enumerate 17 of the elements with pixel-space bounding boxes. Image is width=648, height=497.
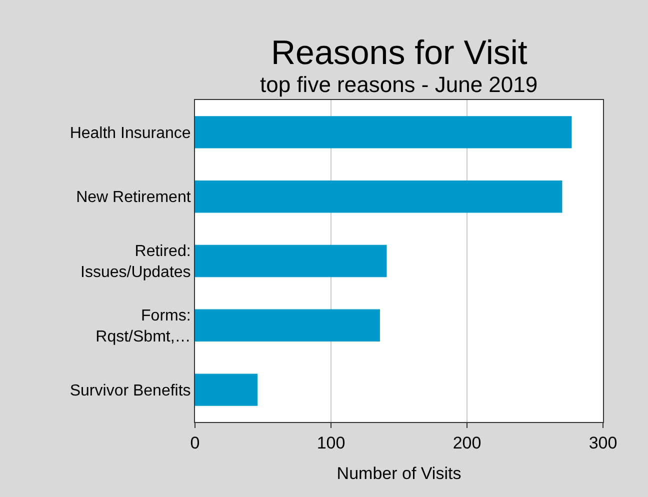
- bar: [195, 116, 572, 148]
- y-tick-label: Health Insurance: [70, 124, 191, 142]
- x-tick-label: 300: [588, 433, 618, 452]
- y-tick-label: Retired: Issues/Updates: [80, 243, 191, 281]
- x-axis-title: Number of Visits: [336, 464, 462, 483]
- x-tick-label: 100: [316, 433, 346, 452]
- chart-title: Reasons for Visit: [271, 34, 528, 72]
- chart-subtitle: top five reasons - June 2019: [260, 72, 538, 97]
- x-tick-label: 200: [452, 433, 482, 452]
- y-tick-label: Forms: Rqst/Sbmt,…: [96, 308, 191, 346]
- bar: [195, 180, 562, 213]
- bar: [195, 244, 387, 278]
- x-tick-label: 0: [190, 433, 200, 452]
- bar: [195, 309, 380, 342]
- y-tick-label: Survivor Benefits: [70, 382, 191, 400]
- y-tick-label: New Retirement: [76, 189, 192, 206]
- bar: [195, 374, 258, 406]
